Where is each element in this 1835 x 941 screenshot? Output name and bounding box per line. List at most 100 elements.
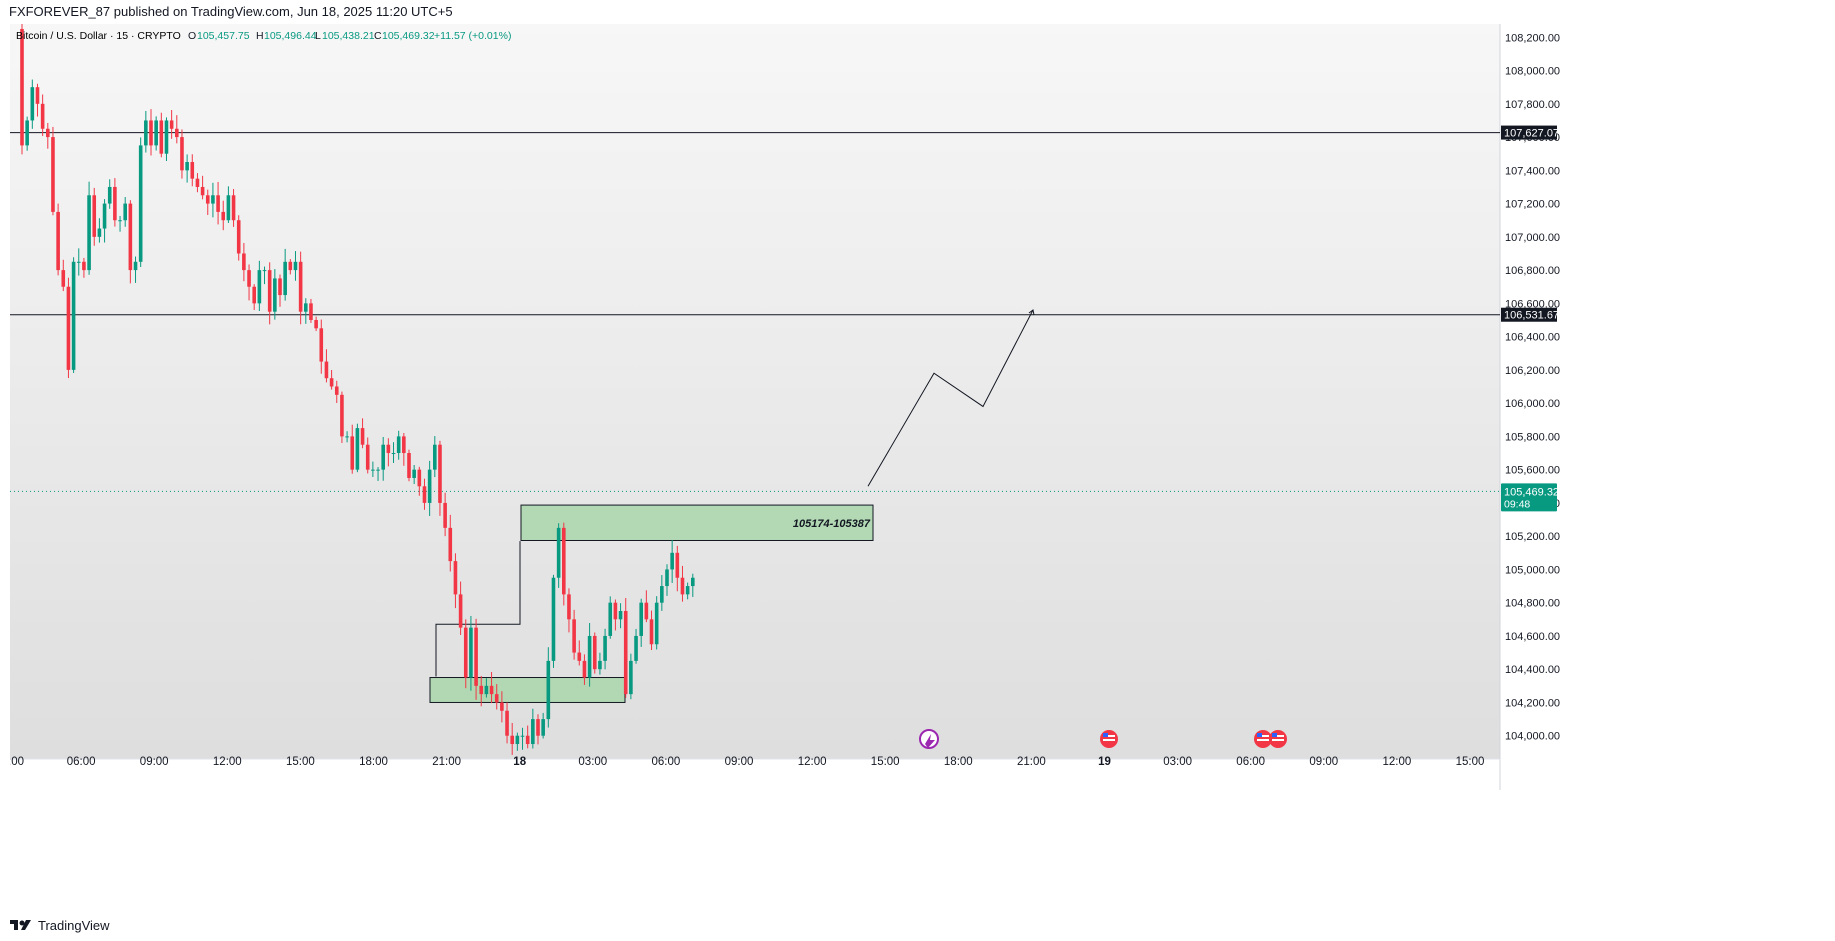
candle: [556, 523, 561, 588]
candle-body: [427, 469, 432, 503]
candle: [433, 436, 437, 478]
legend-close-label: C: [374, 30, 382, 42]
candle-body: [365, 444, 370, 470]
legend-high-label: H: [256, 30, 264, 42]
legend-open: 105,457.75: [197, 30, 250, 42]
candle: [334, 380, 339, 404]
candle-body: [200, 186, 205, 196]
crypto-event-icon[interactable]: [919, 729, 939, 749]
candle-body: [469, 627, 473, 678]
candle: [61, 259, 66, 292]
candle-body: [20, 28, 24, 146]
candle: [247, 264, 251, 301]
candle-body: [273, 278, 277, 312]
candle-body: [46, 128, 50, 138]
candle: [608, 596, 613, 639]
candle: [670, 539, 674, 583]
candle: [525, 725, 530, 749]
plot-background: [10, 24, 1500, 759]
candle-body: [402, 436, 406, 454]
candle-body: [562, 527, 566, 595]
chart-area[interactable]: 108,200.00108,000.00107,800.00107,600.00…: [10, 24, 1825, 912]
candle: [200, 175, 205, 200]
candle: [107, 179, 112, 209]
candle: [613, 599, 618, 631]
candle-body: [412, 469, 416, 478]
candle: [438, 440, 442, 516]
time-tick-label: 19: [1098, 756, 1111, 768]
candle: [634, 628, 638, 664]
us-flag-event-icon[interactable]: [1269, 730, 1287, 748]
price-tick-label: 106,400.00: [1505, 332, 1560, 344]
candle: [644, 590, 649, 623]
candle: [293, 251, 298, 281]
candle: [592, 632, 597, 674]
demand-zone-box[interactable]: [429, 677, 626, 703]
candle-body: [92, 195, 97, 237]
last-price-label: 105,469.32: [1504, 486, 1559, 498]
candle: [567, 588, 571, 633]
candle: [355, 423, 360, 473]
candle-body: [360, 428, 365, 445]
candle-body: [221, 211, 226, 221]
candle-body: [494, 694, 499, 703]
candle-body: [267, 270, 272, 312]
time-tick-label: 18:00: [359, 756, 388, 768]
time-axis[interactable]: :00 06:00 09:00 12:00 15:00 18:00 21:00 18 03:00…: [10, 756, 1484, 768]
candle-body: [608, 602, 613, 636]
candle: [376, 467, 380, 481]
price-axis[interactable]: 108,200.00108,000.00107,800.00107,600.00…: [1505, 32, 1560, 742]
candlestick-chart[interactable]: 108,200.00108,000.00107,800.00107,600.00…: [10, 24, 1825, 912]
candle: [680, 565, 685, 602]
candle: [267, 262, 272, 325]
projection-path[interactable]: [867, 309, 1035, 487]
projection-polyline[interactable]: [867, 309, 1034, 487]
candle: [46, 122, 50, 149]
candle: [242, 243, 246, 282]
level-price-label: 107,627.07: [1504, 128, 1559, 140]
candle-body: [691, 577, 695, 587]
candle-body: [82, 261, 86, 271]
time-tick-label: 21:00: [1017, 756, 1046, 768]
candle-body: [582, 660, 587, 678]
candle: [484, 678, 489, 698]
candle: [314, 316, 318, 332]
candle-body: [175, 128, 179, 138]
us-flag-event-icon[interactable]: [1100, 730, 1118, 748]
candle-body: [35, 87, 40, 104]
price-tick-label: 105,600.00: [1505, 465, 1560, 477]
candle: [164, 117, 169, 161]
legend-high: 105,496.44: [264, 30, 317, 42]
candle-body: [180, 137, 184, 171]
event-icons[interactable]: [919, 729, 1287, 749]
candle-body: [242, 253, 246, 271]
candle-body: [577, 652, 582, 661]
candle-body: [618, 611, 623, 620]
time-tick-label: 09:00: [725, 756, 754, 768]
price-tick-label: 106,200.00: [1505, 365, 1560, 377]
candle-body: [118, 220, 122, 222]
candle-body: [551, 577, 556, 661]
time-tick-label: 06:00: [1236, 756, 1265, 768]
candle: [190, 154, 195, 187]
demand-zone-box[interactable]: [520, 504, 874, 541]
demand-zones[interactable]: 105174-105387: [429, 504, 874, 703]
legend-close: 105,469.32: [382, 30, 435, 42]
candle-body: [288, 261, 293, 271]
candle-body: [629, 660, 633, 695]
level-price-tag: [1501, 125, 1557, 140]
candle-body: [252, 286, 256, 304]
candle-body: [30, 87, 35, 121]
candle: [30, 79, 35, 129]
us-flag-event-icon[interactable]: [1254, 730, 1272, 748]
candle-body: [484, 685, 489, 695]
candle-body: [226, 195, 231, 221]
last-price-tag[interactable]: [1501, 483, 1557, 512]
candle: [463, 619, 468, 689]
candle-body: [293, 261, 298, 271]
candle-body: [102, 203, 107, 229]
candle-body: [211, 195, 215, 204]
price-tick-label: 104,200.00: [1505, 697, 1560, 709]
candle: [510, 722, 514, 755]
